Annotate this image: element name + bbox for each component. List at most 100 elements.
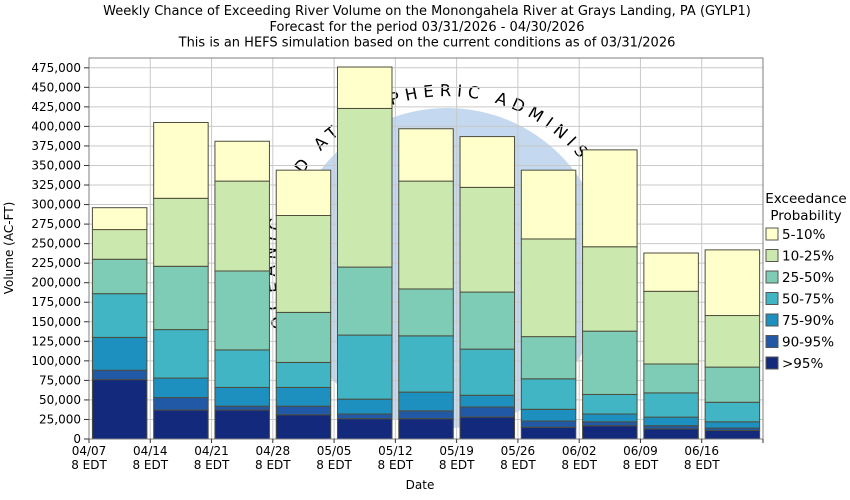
chart-title-line3: This is an HEFS simulation based on the … — [178, 36, 676, 51]
y-tick-label: 375,000 — [31, 139, 81, 153]
legend-label: 75-90% — [782, 313, 834, 329]
x-tick-label-date: 05/19 — [439, 444, 474, 458]
y-tick-label: 400,000 — [31, 119, 81, 133]
bar-segment-25-50% — [91, 258, 148, 295]
bar-segment-5-10% — [459, 136, 516, 188]
x-tick-label-date: 06/09 — [623, 444, 658, 458]
legend-swatch-25-50% — [765, 270, 779, 284]
bar-segment-50-75% — [582, 393, 638, 415]
x-tick-label-time: 8 EDT — [316, 458, 352, 472]
y-tick-label: 200,000 — [31, 276, 81, 290]
bar-segment-90-95% — [214, 405, 270, 411]
bar-segment-25-50% — [582, 330, 638, 395]
bar-segment-90-95% — [275, 405, 332, 416]
bar-segment-75-90% — [398, 391, 454, 412]
bar-segment->95% — [275, 414, 332, 440]
x-tick-label-date: 06/16 — [684, 444, 719, 458]
x-tick-label-date: 05/26 — [501, 444, 536, 458]
bar-segment-5-10% — [704, 249, 761, 317]
y-tick-label: 350,000 — [31, 158, 81, 172]
y-tick-label: 100,000 — [31, 354, 81, 368]
x-tick-label-date: 06/02 — [562, 444, 597, 458]
bar-segment-10-25% — [398, 180, 454, 290]
bar-segment-10-25% — [214, 180, 270, 272]
y-axis-title: Volume (AC-FT) — [2, 202, 16, 295]
legend-swatch-5-10% — [765, 227, 779, 241]
y-tick-label: 225,000 — [31, 256, 81, 270]
x-tick-label-time: 8 EDT — [132, 458, 168, 472]
legend-label: 50-75% — [782, 292, 834, 308]
y-tick-label: 25,000 — [39, 412, 81, 426]
x-tick-label-date: 05/12 — [378, 444, 413, 458]
y-tick-label: 450,000 — [31, 80, 81, 94]
bar-segment-90-95% — [582, 421, 638, 427]
legend-label: 25-50% — [782, 270, 834, 286]
bar-segment-5-10% — [520, 169, 577, 240]
y-tick-label: 325,000 — [31, 178, 81, 192]
bar-segment-25-50% — [459, 291, 516, 350]
x-tick-label-date: 05/05 — [317, 444, 352, 458]
y-tick-label: 250,000 — [31, 237, 81, 251]
legend-swatch-75-90% — [765, 313, 779, 327]
bar-segment-90-95% — [91, 369, 148, 381]
bar-segment-5-10% — [275, 169, 332, 216]
bar-segment->95% — [336, 418, 393, 440]
y-axis: 0 25,000 50,000 75,000 100,000 125,000 150,000… — [31, 61, 89, 446]
bar-segment-75-90% — [520, 408, 577, 422]
bar-segment->95% — [643, 428, 699, 440]
legend-swatch-90-95% — [765, 335, 779, 348]
bar-segment-50-75% — [704, 401, 761, 423]
bar-segment-25-50% — [336, 266, 393, 336]
bar-segment-10-25% — [704, 315, 761, 368]
legend-title-line1: Exceedance — [765, 191, 846, 207]
bar-segment-10-25% — [275, 214, 332, 313]
bar-segment-75-90% — [275, 386, 332, 407]
bar-segment-25-50% — [275, 311, 332, 363]
legend-label: 10-25% — [782, 249, 834, 265]
y-tick-label: 475,000 — [31, 61, 81, 75]
bar-segment-50-75% — [398, 335, 454, 393]
bar-segment->95% — [704, 429, 761, 440]
bar-segment->95% — [214, 409, 270, 440]
chart-title-line1: Weekly Chance of Exceeding River Volume … — [103, 4, 751, 19]
bar-segment-50-75% — [459, 348, 516, 396]
bar-segment-50-75% — [91, 293, 148, 338]
legend-swatch->95% — [765, 356, 779, 370]
y-tick-label: 275,000 — [31, 217, 81, 231]
y-tick-label: 50,000 — [39, 393, 81, 407]
bar-segment->95% — [398, 418, 454, 440]
legend-items: 5-10% 10-25% 25-50% 50-75% 75-90% 90-95% >95% — [765, 227, 834, 372]
bar-segment-25-50% — [704, 366, 761, 403]
legend-label: >95% — [782, 356, 823, 372]
bar-segment-25-50% — [520, 336, 577, 380]
bar-segment-75-90% — [582, 413, 638, 423]
legend: Exceedance Probability 5-10% 10-25% 25-50%… — [765, 191, 846, 372]
bar-segment-5-10% — [214, 140, 270, 182]
bar-segment-90-95% — [336, 413, 393, 420]
x-tick-label-date: 04/07 — [72, 444, 107, 458]
x-tick-label-time: 8 EDT — [561, 458, 597, 472]
bar-segment-75-90% — [643, 416, 699, 427]
bar-segment-5-10% — [91, 207, 148, 231]
bar-segment-75-90% — [459, 394, 516, 408]
bar-segment-75-90% — [214, 386, 270, 407]
plot-border — [88, 57, 764, 440]
bar-segment-5-10% — [582, 149, 638, 248]
bar-segment-75-90% — [91, 336, 148, 371]
bars — [91, 66, 761, 440]
bar-segment-50-75% — [153, 329, 209, 379]
bar-segment-10-25% — [643, 290, 699, 365]
y-tick-label: 150,000 — [31, 315, 81, 329]
bar-segment-5-10% — [153, 122, 209, 199]
chart-title-line2: Forecast for the period 03/31/2026 - 04/… — [270, 20, 585, 35]
x-tick-label-time: 8 EDT — [439, 458, 475, 472]
y-tick-label: 175,000 — [31, 295, 81, 309]
x-tick-label-date: 04/21 — [194, 444, 229, 458]
bar-segment-5-10% — [643, 252, 699, 292]
legend-swatch-10-25% — [765, 249, 779, 262]
bar-segment-50-75% — [336, 334, 393, 400]
x-tick-label-date: 04/28 — [256, 444, 291, 458]
y-tick-label: 0 — [73, 432, 81, 446]
bar-segment-90-95% — [398, 410, 454, 420]
